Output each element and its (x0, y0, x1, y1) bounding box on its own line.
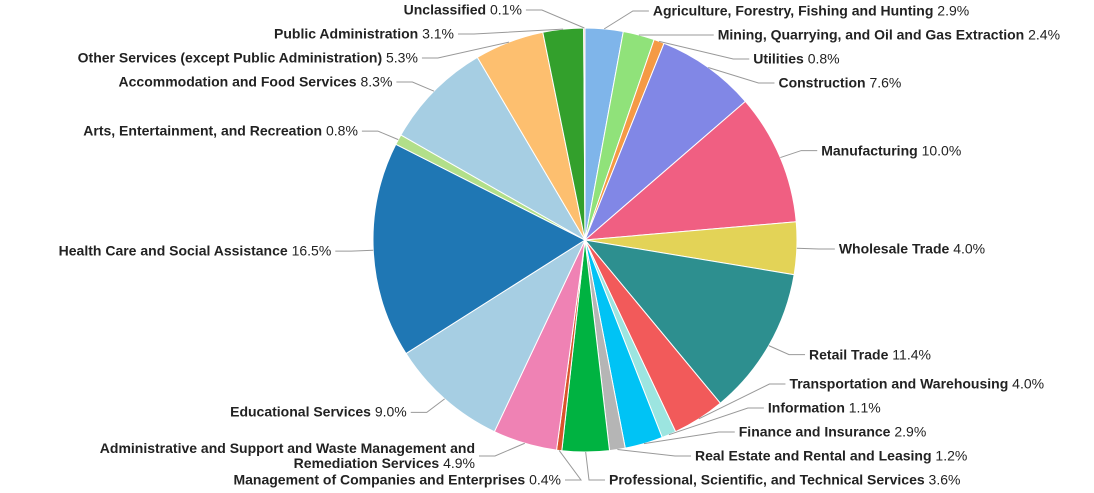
leader-line (558, 450, 582, 481)
category-name: Agriculture, Forestry, Fishing and Hunti… (652, 2, 934, 19)
category-name: Mining, Quarrying, and Oil and Gas Extra… (717, 26, 1025, 43)
category-name: Management of Companies and Enterprises (233, 471, 526, 488)
pie-slice (400, 56, 587, 242)
value-label: 7.6% (869, 74, 902, 91)
leader-line (603, 10, 649, 30)
slice-label: Public Administration 3.1% (274, 25, 455, 42)
pie-slice (372, 143, 587, 355)
slice-label: Other Services (except Public Administra… (77, 49, 418, 66)
category-name: Wholesale Trade (838, 240, 950, 257)
leader-line (796, 247, 835, 250)
category-name: Transportation and Warehousing (789, 375, 1009, 392)
category-name: Health Care and Social Assistance (58, 242, 288, 259)
value-label: 3.1% (422, 25, 455, 42)
pie-slice (584, 42, 747, 241)
slice-label: Retail Trade 11.4% (809, 347, 931, 362)
category-name: Utilities (753, 50, 804, 67)
slice-label: Educational Services 9.0% (230, 403, 407, 420)
value-label: 16.5% (291, 242, 332, 259)
value-label: 1.1% (848, 399, 881, 416)
leader-line (643, 431, 735, 445)
value-label: 3.6% (928, 471, 961, 488)
slice-label: Wholesale Trade 4.0% (838, 240, 986, 257)
slice-label: Manufacturing 10.0% (821, 143, 961, 158)
slice-label: Transportation and Warehousing 4.0% (789, 375, 1045, 392)
leader-line (708, 67, 775, 84)
slice-label: Information 1.1% (767, 399, 881, 416)
value-label: 11.4% (892, 346, 931, 363)
category-name: Real Estate and Rental and Leasing (695, 447, 932, 464)
leader-line (668, 407, 764, 436)
leader-line (768, 345, 806, 356)
leader-line (585, 451, 605, 481)
value-label: 0.1% (490, 1, 522, 18)
leader-line (658, 40, 750, 60)
value-label: 8.3% (360, 73, 393, 90)
value-label: 2.4% (1028, 26, 1061, 43)
value-label: 0.8% (325, 122, 358, 139)
slice-label: Administrative and Support and Waste Man… (45, 441, 475, 471)
value-label: 2.9% (937, 2, 970, 19)
leader-line (410, 398, 445, 413)
value-label: 9.0% (374, 403, 407, 420)
leader-line (421, 41, 510, 59)
pie-slice (583, 239, 795, 404)
slice-label: Professional, Scientific, and Technical … (609, 471, 961, 488)
category-name: Other Services (except Public Administra… (77, 49, 383, 66)
value-label: 1.2% (935, 447, 968, 464)
value-label: 5.3% (386, 49, 418, 66)
category-name: Information (767, 399, 845, 416)
leader-line (396, 81, 435, 92)
category-name: Manufacturing (821, 142, 918, 159)
leader-line (335, 249, 374, 252)
slice-label: Health Care and Social Assistance 16.5% (58, 242, 332, 259)
leader-line (698, 383, 786, 420)
category-name: Public Administration (274, 25, 419, 42)
category-name: Unclassified (403, 1, 487, 18)
category-name: Accommodation and Food Services (118, 73, 357, 90)
slice-label: Management of Companies and Enterprises … (233, 471, 561, 488)
slice-label: Accommodation and Food Services 8.3% (118, 73, 393, 90)
value-label: 4.0% (1012, 375, 1045, 392)
leader-line (780, 150, 818, 159)
leader-line (525, 9, 585, 29)
category-name: Finance and Insurance (738, 423, 891, 440)
leader-line (458, 28, 564, 35)
slice-label: Unclassified 0.1% (403, 1, 522, 18)
value-label: 4.9% (443, 455, 475, 471)
slice-label: Utilities 0.8% (753, 51, 839, 66)
slice-label: Arts, Entertainment, and Recreation 0.8% (83, 122, 358, 139)
slice-label: Construction 7.6% (778, 75, 901, 90)
category-name: Arts, Entertainment, and Recreation (83, 122, 323, 139)
slice-label: Mining, Quarrying, and Oil and Gas Extra… (718, 27, 1060, 42)
value-label: 0.4% (529, 471, 561, 488)
slice-label: Real Estate and Rental and Leasing 1.2% (695, 447, 968, 464)
category-name: Retail Trade (809, 346, 889, 363)
category-name: Construction (778, 74, 866, 91)
pie-slice (583, 100, 797, 241)
value-label: 2.9% (894, 423, 927, 440)
slice-label: Agriculture, Forestry, Fishing and Hunti… (653, 3, 969, 18)
slice-label: Finance and Insurance 2.9% (738, 423, 927, 440)
category-name: Administrative and Support and Waste Man… (99, 440, 475, 471)
value-label: 4.0% (953, 240, 986, 257)
value-label: 0.8% (807, 50, 840, 67)
value-label: 10.0% (921, 142, 962, 159)
leader-line (617, 449, 691, 457)
leader-line (361, 130, 399, 141)
leader-line (479, 442, 525, 457)
category-name: Professional, Scientific, and Technical … (609, 471, 925, 488)
category-name: Educational Services (230, 403, 371, 420)
